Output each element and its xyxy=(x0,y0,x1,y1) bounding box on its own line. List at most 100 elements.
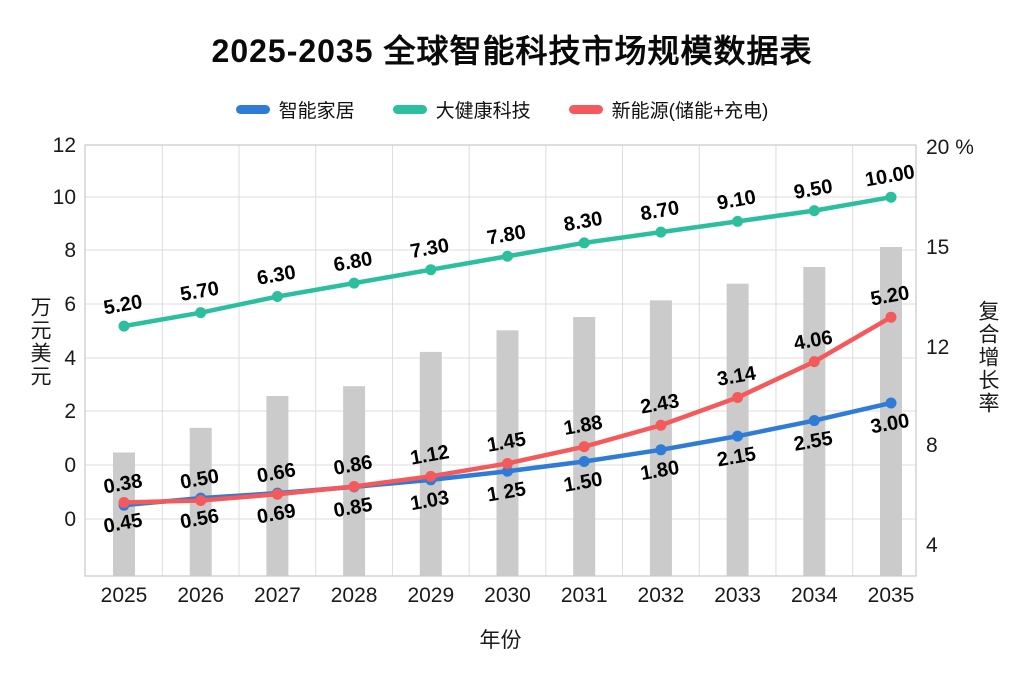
health-tech-point-label: 6.80 xyxy=(332,248,374,276)
smart-home-point-label: 0.85 xyxy=(332,494,374,522)
new-energy-point xyxy=(578,441,590,453)
health-tech-point xyxy=(118,320,130,332)
right-axis-tick: 12 xyxy=(926,336,949,359)
new-energy-point xyxy=(118,496,130,508)
growth-rate-bar xyxy=(726,283,749,576)
legend: 智能家居 大健康科技 新能源(储能+充电) xyxy=(0,96,1004,123)
health-tech-point xyxy=(578,237,590,249)
new-energy-point xyxy=(195,495,207,506)
health-tech-point-label: 9.10 xyxy=(715,186,757,214)
growth-rate-bar xyxy=(649,300,672,576)
legend-label: 大健康科技 xyxy=(435,101,531,122)
new-energy-point xyxy=(655,419,667,431)
right-axis-tick: 8 xyxy=(926,434,938,457)
x-axis-tick: 2035 xyxy=(868,584,915,607)
health-tech-point xyxy=(502,250,513,262)
health-tech-point-label: 9.50 xyxy=(792,176,834,204)
smart-home-point xyxy=(885,397,897,409)
legend-label: 智能家居 xyxy=(278,101,355,122)
health-tech-point xyxy=(195,307,207,319)
x-axis-tick: 2032 xyxy=(638,584,685,607)
smart-home-point-label: 1.80 xyxy=(639,457,681,485)
legend-item-smart-home: 智能家居 xyxy=(235,96,355,123)
health-tech-point-label: 7.30 xyxy=(409,235,451,263)
new-energy-point xyxy=(732,392,744,404)
x-axis-tick: 2033 xyxy=(714,584,761,607)
new-energy-point-label: 3.14 xyxy=(715,362,758,391)
smart-home-point-label: 1.03 xyxy=(409,487,451,515)
right-axis-tick: 15 xyxy=(926,236,949,259)
x-axis-tick: 2028 xyxy=(331,584,378,607)
legend-label: 新能源(储能+充电) xyxy=(611,101,769,122)
new-energy-point-label: 0.66 xyxy=(255,459,297,487)
x-axis-tick: 2034 xyxy=(791,584,838,607)
legend-item-health-tech: 大健康科技 xyxy=(392,96,531,123)
smart-home-point xyxy=(578,456,590,467)
x-axis-tick: 2025 xyxy=(101,584,148,607)
left-axis-tick: 2 xyxy=(64,400,76,423)
x-axis-tick: 2026 xyxy=(177,584,224,607)
left-axis-tick: 0 xyxy=(64,508,76,531)
health-tech-point-label: 8.30 xyxy=(562,208,604,236)
growth-rate-bar xyxy=(419,351,442,576)
health-tech-point xyxy=(885,191,897,203)
health-tech-point-label: 7.80 xyxy=(485,221,527,249)
smart-home-point-label: 0.56 xyxy=(179,505,221,533)
new-energy-point xyxy=(425,470,437,482)
new-energy-point xyxy=(885,311,897,323)
health-tech-point-label: 5.20 xyxy=(102,291,144,319)
health-tech-point xyxy=(425,264,437,276)
left-axis-title: 万元美元 xyxy=(28,296,51,388)
x-axis-title: 年份 xyxy=(479,629,522,652)
new-energy-legend-marker-icon xyxy=(568,105,603,114)
smart-home-point xyxy=(808,415,820,427)
smart-home-point-label: 1 25 xyxy=(485,478,527,506)
new-energy-point-label: 4.06 xyxy=(792,327,834,355)
x-axis-tick: 2031 xyxy=(561,584,608,607)
health-tech-point-label: 5.70 xyxy=(179,278,221,306)
left-axis-tick: 10 xyxy=(53,186,76,209)
growth-rate-bar xyxy=(880,247,902,576)
new-energy-point xyxy=(271,488,283,500)
growth-rate-bar xyxy=(113,452,135,576)
left-axis-tick: 6 xyxy=(64,293,76,316)
health-tech-point-label: 8.70 xyxy=(639,197,681,225)
x-axis-tick: 2027 xyxy=(254,584,301,607)
smart-home-point-label: 2.55 xyxy=(792,427,834,455)
smart-home-point xyxy=(655,444,667,456)
new-energy-point-label: 2.43 xyxy=(639,390,681,418)
health-tech-point xyxy=(348,277,360,289)
new-energy-point-label: 5.20 xyxy=(869,282,911,310)
growth-rate-bar xyxy=(496,330,519,576)
right-axis-title: 复合增长率 xyxy=(976,300,999,415)
smart-home-point-label: 2.15 xyxy=(715,443,757,471)
new-energy-point xyxy=(808,356,820,368)
left-axis-tick: 12 xyxy=(53,134,76,157)
right-axis-tick: 20 % xyxy=(926,136,974,159)
chart-title: 2025-2035 全球智能科技市场规模数据表 xyxy=(211,33,813,69)
left-axis-tick: 0 xyxy=(64,454,76,477)
health-tech-point-label: 10.00 xyxy=(863,161,916,191)
health-tech-point xyxy=(808,205,820,217)
smart-home-point xyxy=(502,465,513,477)
smart-home-point-label: 0.69 xyxy=(255,500,297,528)
right-axis-tick: 4 xyxy=(926,534,938,557)
smart-home-point-label: 3.00 xyxy=(869,410,911,438)
x-axis-tick: 2029 xyxy=(407,584,454,607)
new-energy-point-label: 1.45 xyxy=(485,428,527,456)
smart-home-point-label: 1.50 xyxy=(562,468,604,496)
health-tech-point-label: 6.30 xyxy=(255,261,297,289)
new-energy-point xyxy=(348,480,360,492)
new-energy-point-label: 0.45 xyxy=(102,509,144,537)
new-energy-point xyxy=(502,457,513,469)
new-energy-point-label: 0.50 xyxy=(179,465,221,493)
health-tech-point xyxy=(271,291,283,303)
x-axis-tick: 2030 xyxy=(484,584,531,607)
left-axis-tick: 4 xyxy=(64,347,76,370)
smart-home-legend-marker-icon xyxy=(235,105,270,114)
smart-home-point-label: 0.38 xyxy=(102,470,144,498)
smart-home-point xyxy=(732,430,744,442)
legend-item-new-energy: 新能源(储能+充电) xyxy=(568,96,769,123)
